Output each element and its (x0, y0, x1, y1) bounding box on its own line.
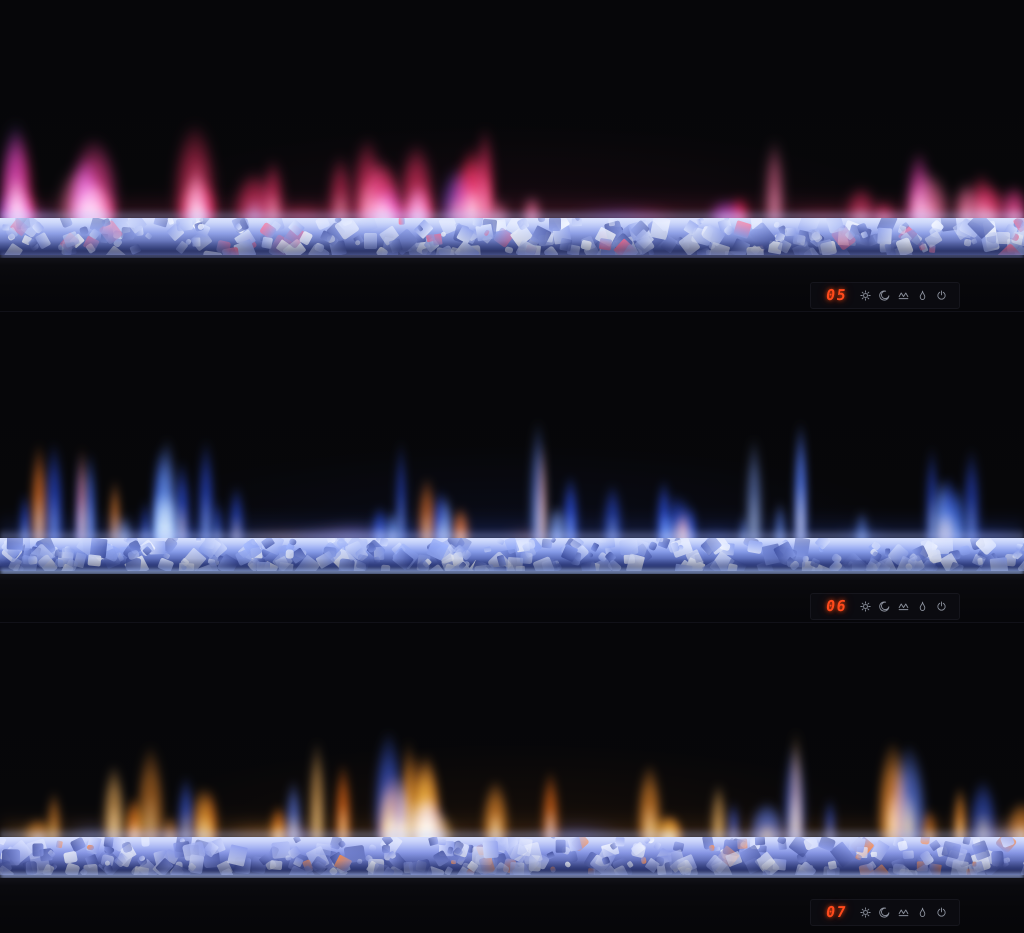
control-display: 06 (810, 593, 960, 620)
fireplace-view-setting-06: 06 (0, 311, 1024, 622)
fireplace-view-setting-05: 05 (0, 0, 1024, 311)
touch-controls (860, 907, 947, 918)
crystal-ember-bed (0, 218, 1024, 255)
touch-controls (860, 601, 947, 612)
crystal-ember-bed (0, 538, 1024, 571)
control-display: 05 (810, 282, 960, 309)
power-icon[interactable] (936, 290, 947, 301)
flame-icon[interactable] (917, 601, 928, 612)
ember-bed-icon[interactable] (898, 907, 909, 918)
moon-icon[interactable] (879, 290, 890, 301)
moon-icon[interactable] (879, 601, 890, 612)
setting-number-readout: 07 (824, 903, 849, 921)
touch-controls (860, 290, 947, 301)
flame-icon[interactable] (917, 907, 928, 918)
control-display: 07 (810, 899, 960, 926)
bed-underglow (0, 569, 1024, 574)
flame-area (0, 623, 1024, 933)
crystal-ember-bed (0, 837, 1024, 875)
setting-number-readout: 06 (824, 597, 849, 615)
bed-underglow (0, 873, 1024, 878)
sun-icon[interactable] (860, 907, 871, 918)
fireplace-view-setting-07: 07 (0, 622, 1024, 933)
setting-number-readout: 05 (824, 286, 849, 304)
bed-top-bloom (0, 827, 1024, 838)
sun-icon[interactable] (860, 601, 871, 612)
flame-icon[interactable] (917, 290, 928, 301)
bed-top-bloom (0, 528, 1024, 539)
moon-icon[interactable] (879, 907, 890, 918)
sun-icon[interactable] (860, 290, 871, 301)
bed-top-bloom (0, 208, 1024, 219)
bed-underglow (0, 253, 1024, 258)
ember-bed-icon[interactable] (898, 601, 909, 612)
power-icon[interactable] (936, 907, 947, 918)
power-icon[interactable] (936, 601, 947, 612)
ember-bed-icon[interactable] (898, 290, 909, 301)
